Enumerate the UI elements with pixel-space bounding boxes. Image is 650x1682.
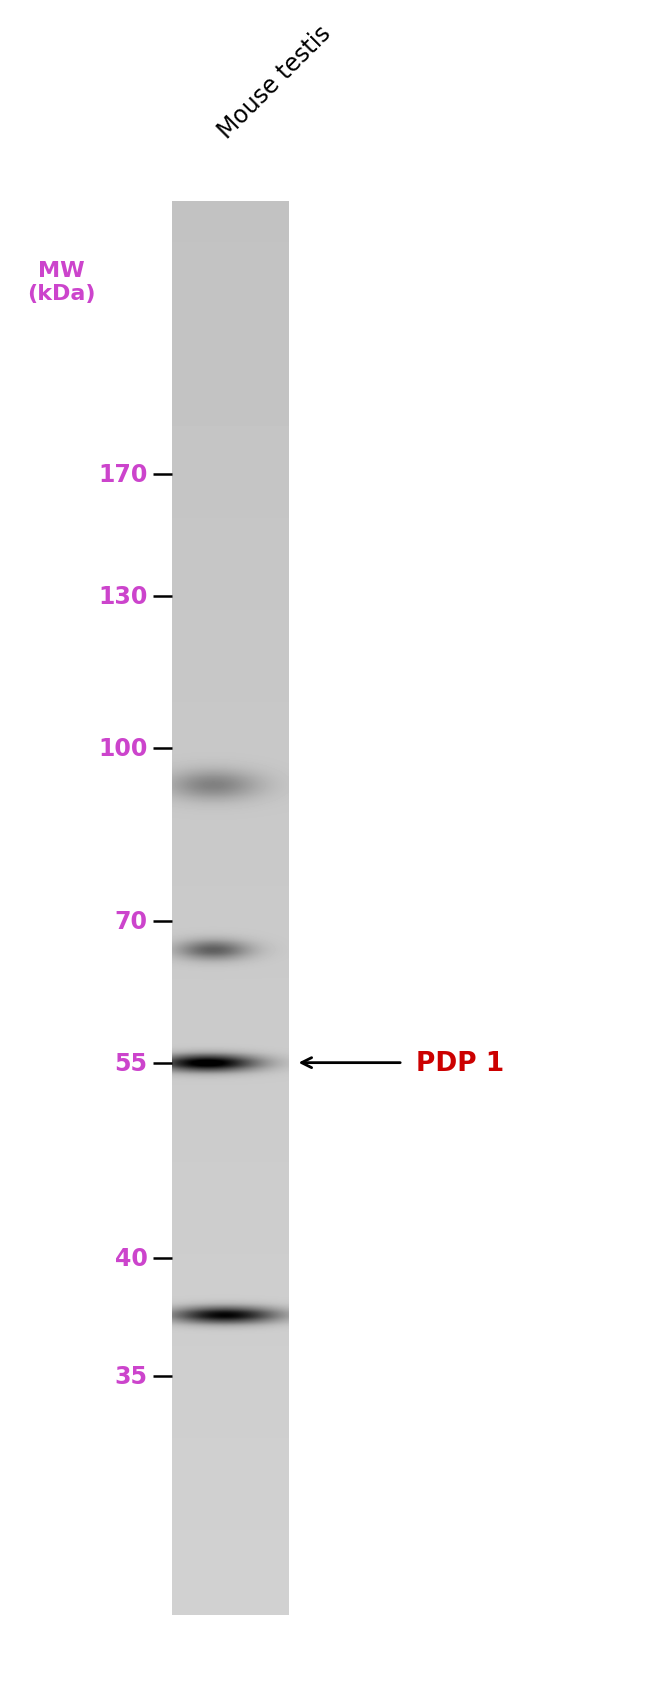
Text: 130: 130 <box>98 585 148 609</box>
Text: 70: 70 <box>114 910 148 934</box>
Text: 100: 100 <box>98 737 148 760</box>
Text: 170: 170 <box>98 463 148 486</box>
Text: PDP 1: PDP 1 <box>416 1050 504 1076</box>
Text: 55: 55 <box>114 1051 148 1075</box>
Text: 40: 40 <box>114 1246 148 1270</box>
Text: 35: 35 <box>114 1364 148 1388</box>
Text: MW
(kDa): MW (kDa) <box>27 261 96 304</box>
Text: Mouse testis: Mouse testis <box>214 20 336 143</box>
